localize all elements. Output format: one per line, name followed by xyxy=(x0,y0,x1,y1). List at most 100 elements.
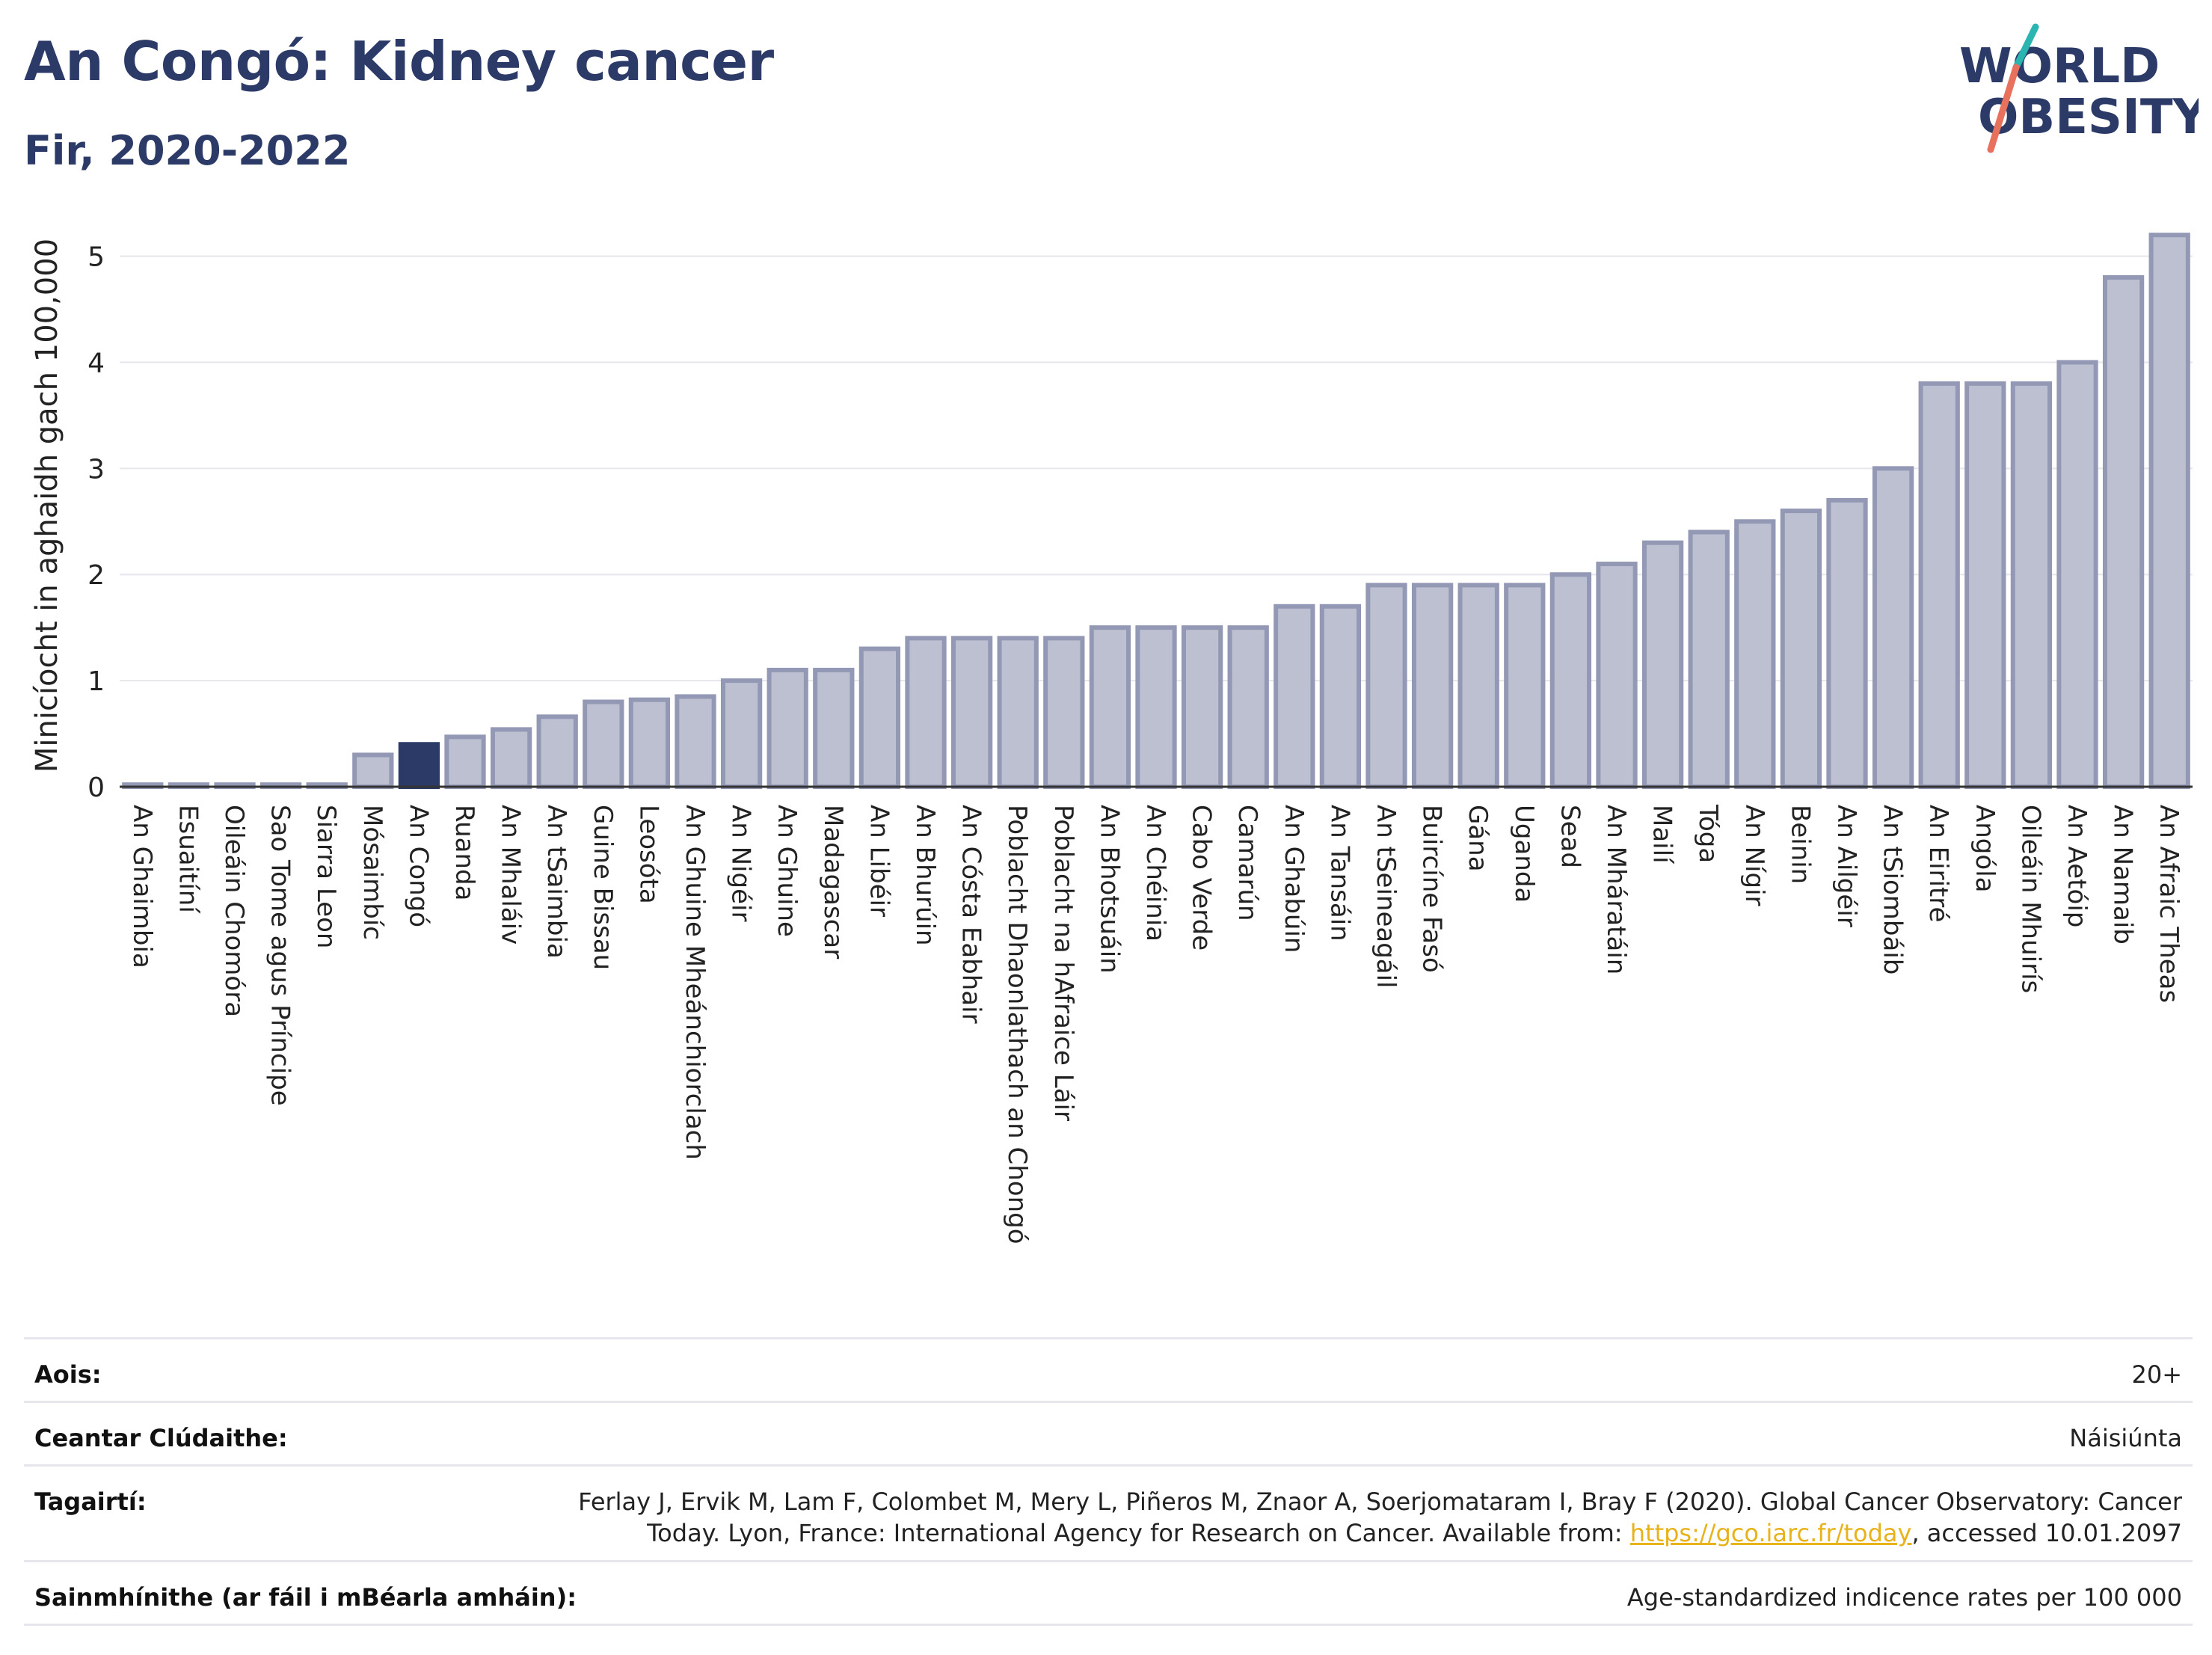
info-row-coverage: Ceantar Clúdaithe: Náisiúnta xyxy=(24,1401,2193,1464)
x-tick-label: An Ghaimbia xyxy=(127,805,157,968)
x-tick-label: Esuaitíní xyxy=(173,805,203,914)
bar xyxy=(583,699,624,789)
x-tick-label: Madagascar xyxy=(818,805,848,959)
world-obesity-logo: WORLD OBESITY xyxy=(1959,23,2199,153)
x-tick-label: An Congó xyxy=(403,805,433,927)
x-tick-label: An Mhaláiv xyxy=(496,805,526,945)
x-tick-label: Cabo Verde xyxy=(1187,805,1217,951)
bar xyxy=(1365,583,1407,789)
bar xyxy=(1872,466,1914,789)
page-subtitle: Fir, 2020-2022 xyxy=(24,127,351,174)
definitions-label: Sainmhínithe (ar fáil i mBéarla amháin): xyxy=(34,1583,577,1612)
bar xyxy=(675,694,716,790)
bar xyxy=(536,714,578,790)
logo-slash-teal xyxy=(2012,23,2039,71)
x-tick-label: An Nigéir xyxy=(726,805,756,921)
bar xyxy=(858,646,901,790)
x-tick-label: An Bhotsuáin xyxy=(1094,805,1124,974)
x-tick-label: Buircíne Fasó xyxy=(1417,805,1447,973)
y-tick-label: 0 xyxy=(87,773,105,803)
bar xyxy=(1181,625,1223,789)
info-table: Aois: 20+ Ceantar Clúdaithe: Náisiúnta T… xyxy=(24,1337,2193,1626)
x-tick-label: An Afraic Theas xyxy=(2154,805,2184,1003)
y-tick-label: 1 xyxy=(87,666,105,697)
bar xyxy=(813,667,855,789)
info-row-definitions: Sainmhínithe (ar fáil i mBéarla amháin):… xyxy=(24,1560,2193,1626)
y-axis-label: Minicíocht in aghaidh gach 100,000 xyxy=(30,239,64,773)
y-tick-label: 2 xyxy=(87,560,105,591)
bar xyxy=(1274,604,1315,790)
bar xyxy=(1089,625,1131,789)
x-tick-label: An Eiritré xyxy=(1923,805,1953,922)
y-axis-ticks: 0 1 2 3 4 5 xyxy=(87,242,105,803)
bar xyxy=(2102,274,2145,789)
bar xyxy=(1411,583,1454,789)
info-row-reference: Tagairtí: Ferlay J, Ervik M, Lam F, Colo… xyxy=(24,1464,2193,1560)
x-tick-label: An tSiombáib xyxy=(1878,805,1908,974)
x-tick-label: An Ghuine Mheánchiorclach xyxy=(680,805,710,1160)
page-title: An Congó: Kidney cancer xyxy=(24,30,774,93)
bar xyxy=(1135,625,1177,789)
logo-slash-coral xyxy=(1987,64,2020,153)
x-tick-label: An Ghabúin xyxy=(1279,805,1309,953)
y-tick-label: 4 xyxy=(87,348,105,378)
x-tick-label: Oileáin Chomóra xyxy=(219,805,249,1017)
chart-bars xyxy=(122,233,2190,790)
reference-label: Tagairtí: xyxy=(34,1487,147,1516)
bar xyxy=(1734,519,1776,789)
x-tick-label: An Chéinia xyxy=(1140,805,1170,942)
reference-line2-pre: Today. Lyon, France: International Agenc… xyxy=(647,1519,1630,1547)
x-tick-label: An Ghuine xyxy=(772,805,802,937)
info-row-age: Aois: 20+ xyxy=(24,1337,2193,1401)
bar-chart: 0 1 2 3 4 5 An Ghaimbia Esuaitíní Oileáin Chomó… xyxy=(30,233,2193,1244)
x-tick-label: An Bhurúin xyxy=(910,805,940,946)
bar xyxy=(1504,583,1546,789)
x-tick-label: Uganda xyxy=(1509,805,1539,903)
x-tick-label: Sead xyxy=(1555,805,1585,868)
x-tick-label: An tSaimbia xyxy=(541,805,571,959)
x-tick-label: An Cósta Eabhair xyxy=(956,805,986,1024)
age-label: Aois: xyxy=(34,1360,102,1389)
x-tick-label: Guine Bissau xyxy=(588,805,618,970)
bar-highlight xyxy=(398,742,440,790)
bar xyxy=(2056,360,2098,789)
reference-link[interactable]: https://gco.iarc.fr/today xyxy=(1629,1519,1912,1547)
x-tick-label: Ruanda xyxy=(449,805,479,900)
x-tick-label: An tSeineagáil xyxy=(1371,805,1401,989)
bar xyxy=(1457,583,1499,789)
bar xyxy=(1641,540,1684,790)
reference-line2-post: , accessed 10.01.2097 xyxy=(1911,1519,2182,1547)
bar xyxy=(997,636,1039,790)
age-value: 20+ xyxy=(2131,1360,2182,1389)
logo-line2: OBESITY xyxy=(1978,90,2199,145)
x-tick-label: Poblacht Dhaonlathach an Chongó xyxy=(1002,805,1032,1244)
coverage-value: Náisiúnta xyxy=(2069,1424,2182,1452)
x-tick-label: Leosóta xyxy=(633,805,663,904)
bar xyxy=(628,697,671,789)
reference-line1: Ferlay J, Ervik M, Lam F, Colombet M, Me… xyxy=(578,1487,2182,1516)
y-tick-label: 3 xyxy=(87,454,105,485)
y-tick-label: 5 xyxy=(87,242,105,273)
x-tick-label: Sao Tome agus Príncipe xyxy=(265,805,295,1106)
x-axis-ticks: An Ghaimbia Esuaitíní Oileáin Chomóra Sao T… xyxy=(127,804,2184,1244)
x-tick-label: Mósaimbíc xyxy=(357,805,387,940)
bar xyxy=(1319,604,1362,790)
coverage-label: Ceantar Clúdaithe: xyxy=(34,1424,288,1452)
bar xyxy=(950,636,993,790)
x-tick-label: An Nígir xyxy=(1739,805,1769,906)
x-tick-label: Siarra Leon xyxy=(311,805,341,948)
bar xyxy=(490,727,532,789)
x-tick-label: Mailí xyxy=(1647,805,1677,865)
x-tick-label: Poblacht na hAfraice Láir xyxy=(1048,805,1078,1121)
x-tick-label: An Aetóip xyxy=(2062,805,2092,927)
bar xyxy=(1826,497,1868,789)
x-tick-label: Gána xyxy=(1463,805,1493,872)
bar xyxy=(720,678,763,790)
x-tick-label: An Libéir xyxy=(864,805,894,917)
reference-value: Ferlay J, Ervik M, Lam F, Colombet M, Me… xyxy=(578,1486,2182,1549)
x-tick-label: An Mháratáin xyxy=(1601,805,1631,974)
bar xyxy=(1780,509,1822,790)
logo-line1: WORLD xyxy=(1959,39,2160,94)
bar xyxy=(1688,529,1730,789)
bar xyxy=(1227,625,1269,789)
